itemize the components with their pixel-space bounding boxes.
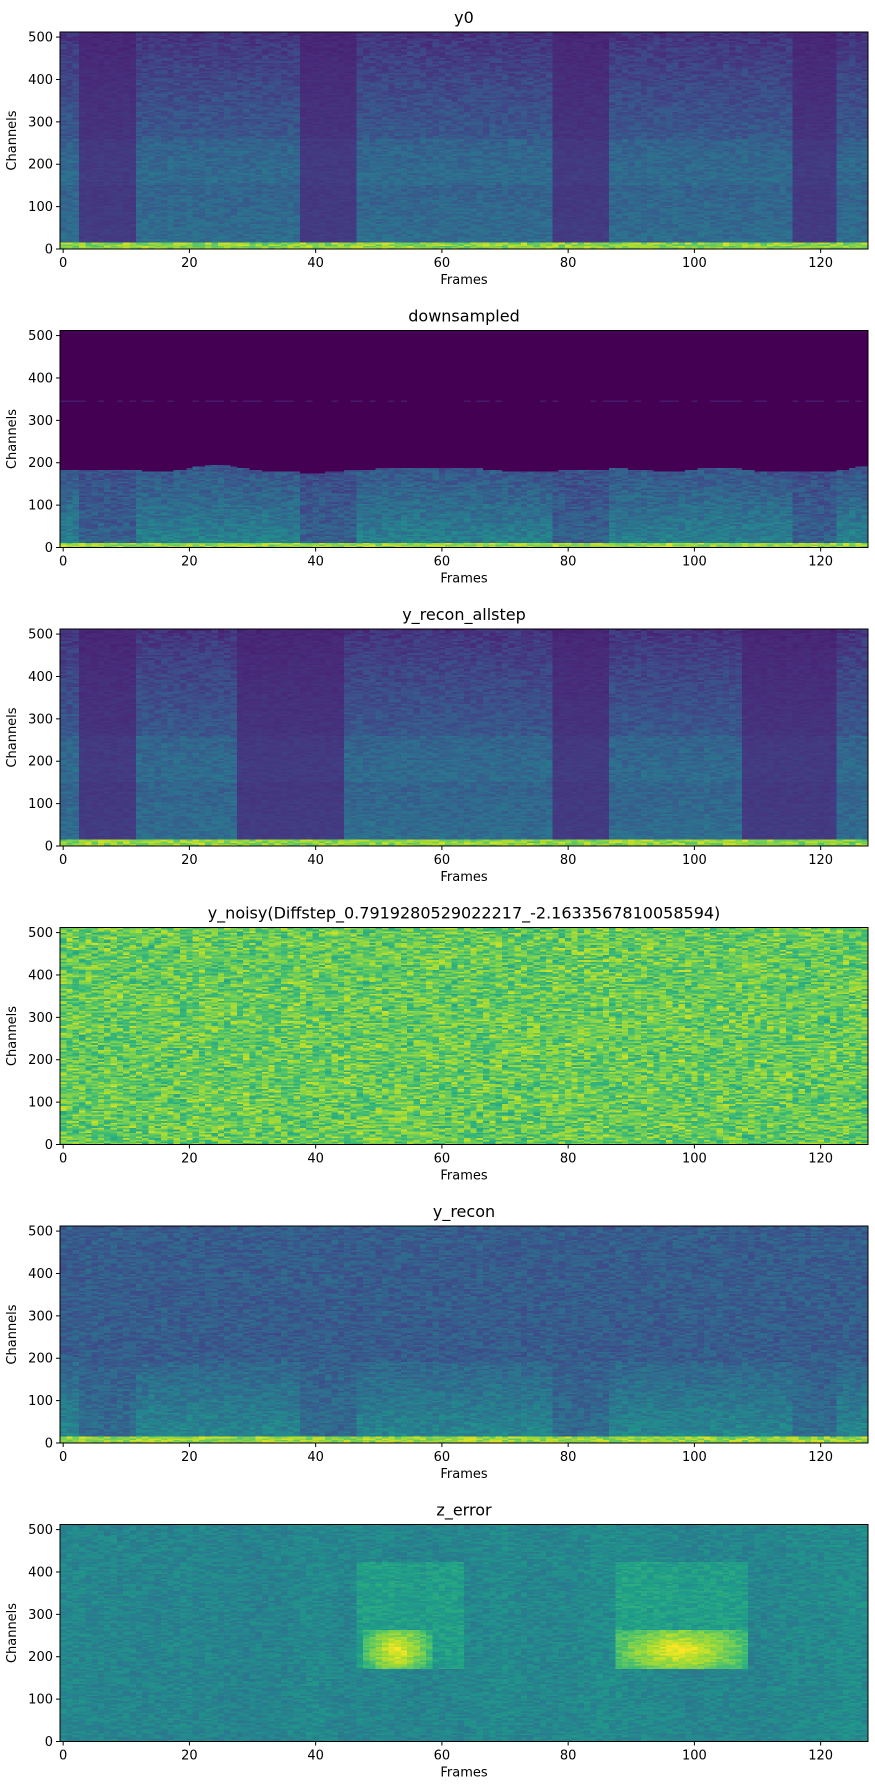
subplot-1: y00 20 40 60 80 100 1200100200300400500FramesC… (5, 8, 868, 288)
heatmap-cells (60, 32, 868, 249)
